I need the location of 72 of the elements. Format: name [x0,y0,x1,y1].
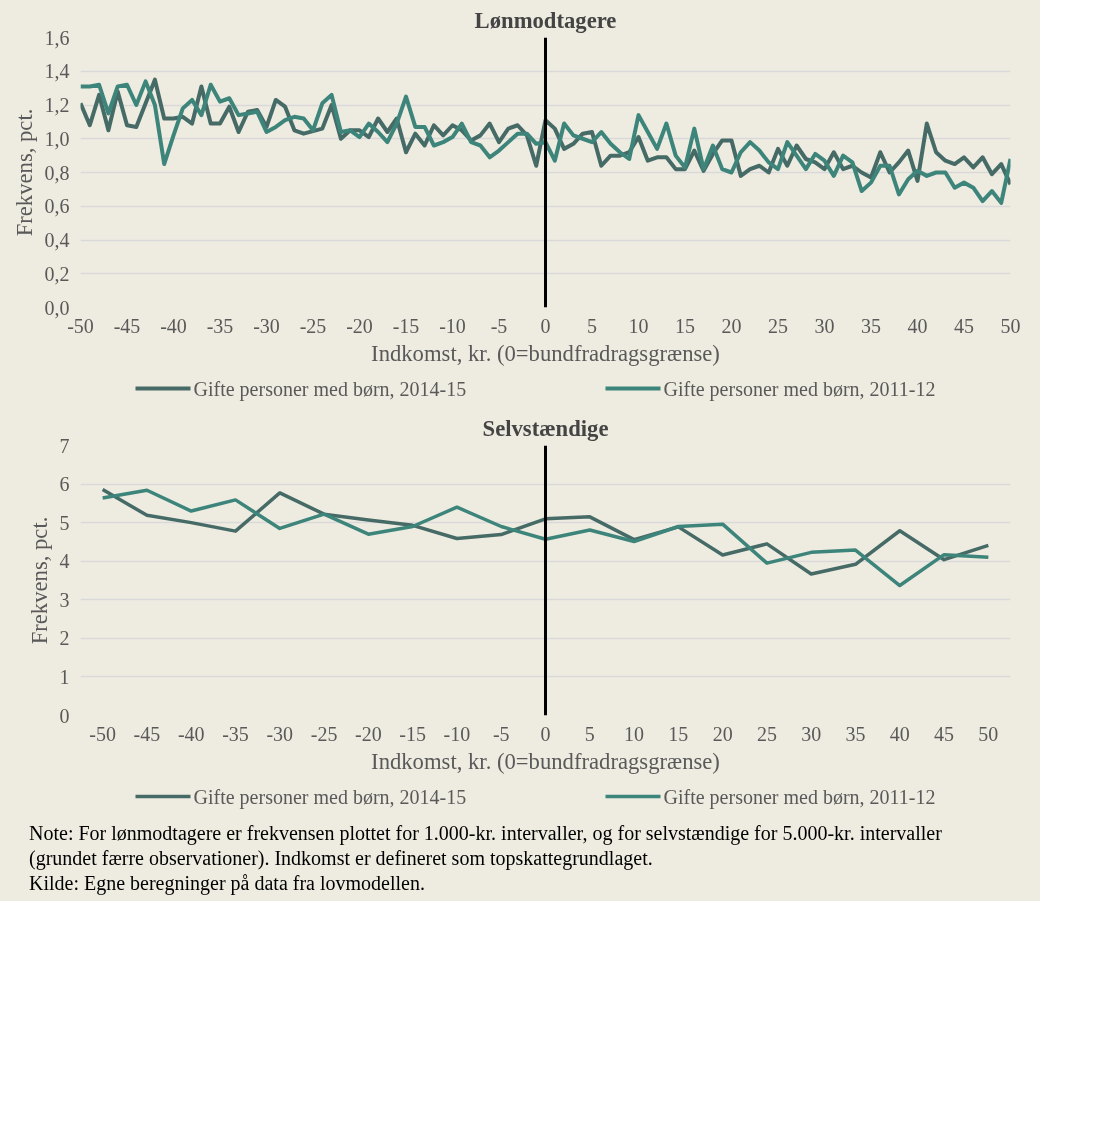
x-tick-label: -40 [177,722,205,745]
x-tick-label: 5 [584,722,595,745]
x-tick-label: -10 [439,314,466,337]
x-tick-label: -50 [67,314,94,337]
x-tick-label: 10 [624,722,645,745]
y-tick-label: 0,6 [44,195,70,218]
x-tick-label: 30 [801,722,822,745]
x-tick-label: 30 [814,314,835,337]
x-tick-label: -35 [206,314,234,337]
x-tick-label: 20 [712,722,733,745]
legend-label: Gifte personer med børn, 2011-12 [663,785,936,809]
x-tick-label: 20 [721,314,742,337]
y-tick-label: 0,0 [44,296,70,319]
y-axis-title: Frekvens, pct. [11,108,37,237]
x-tick-label: 50 [1000,314,1021,337]
x-tick-label: -45 [113,314,141,337]
y-axis-title: Frekvens, pct. [26,516,52,645]
x-tick-label: 45 [954,314,974,337]
x-tick-label: -5 [490,314,508,337]
x-tick-label: 35 [845,722,866,745]
x-tick-label: -25 [310,722,338,745]
x-tick-label: -15 [392,314,420,337]
legend-label: Gifte personer med børn, 2014-15 [193,785,467,809]
x-tick-label: 50 [978,722,999,745]
x-tick-label: -20 [346,314,373,337]
x-tick-label: 5 [587,314,597,337]
x-tick-label: 15 [668,722,689,745]
text: Note: For lønmodtagere er frekvensen plottet for 1.000-kr. intervaller, og for selvstændige for 5.000-kr. intervaller (grundet færre observationer). Indkomst er defineret som topskattegrundlaget. [29,822,942,869]
x-tick-label: -5 [492,722,510,745]
x-tick-label: -30 [266,722,294,745]
y-tick-label: 1 [59,665,70,688]
y-tick-label: 6 [59,473,70,496]
x-tick-label: 15 [675,314,695,337]
x-tick-label: 0 [540,314,551,337]
x-tick-label: -45 [133,722,161,745]
y-tick-label: 7 [59,434,70,457]
x-tick-label: -20 [355,722,382,745]
legend-label: Gifte personer med børn, 2011-12 [663,377,936,401]
y-tick-label: 1,2 [44,94,70,116]
x-tick-label: -25 [299,314,327,337]
y-tick-label: 1,4 [44,60,70,83]
legend-label: Gifte personer med børn, 2014-15 [193,377,467,401]
x-tick-label: 25 [756,722,777,745]
y-tick-label: 0,4 [44,229,70,251]
chart-title: Lønmodtagere [474,7,617,33]
y-tick-label: 3 [59,588,70,611]
y-tick-label: 0 [59,704,70,727]
chart-title: Selvstændige [482,415,609,441]
x-tick-label: -30 [253,314,280,337]
x-axis-title: Indkomst, kr. (0=bundfradragsgrænse) [371,340,720,366]
y-tick-label: 4 [59,550,70,573]
y-tick-label: 5 [59,511,70,534]
x-tick-label: 10 [628,314,649,337]
y-tick-label: 1,0 [44,127,70,150]
x-tick-label: 45 [934,722,955,745]
x-tick-label: -35 [222,722,249,745]
x-tick-label: -50 [89,722,116,745]
x-tick-label: 35 [861,314,881,337]
line-series [80,79,1011,205]
x-tick-label: 0 [540,722,551,745]
x-tick-label: 25 [768,314,788,337]
y-tick-label: 2 [59,627,70,650]
x-tick-label: 40 [907,314,928,337]
y-tick-label: 1,6 [44,26,70,49]
x-tick-label: -15 [399,722,426,745]
x-tick-label: -10 [443,722,471,745]
x-axis-title: Indkomst, kr. (0=bundfradragsgrænse) [371,748,720,774]
y-tick-label: 0,8 [44,161,70,184]
x-tick-label: -40 [160,314,187,337]
x-tick-label: 40 [889,722,910,745]
y-tick-label: 0,2 [44,262,70,285]
text: Kilde: Egne beregninger på data fra lovmodellen. [29,872,425,894]
